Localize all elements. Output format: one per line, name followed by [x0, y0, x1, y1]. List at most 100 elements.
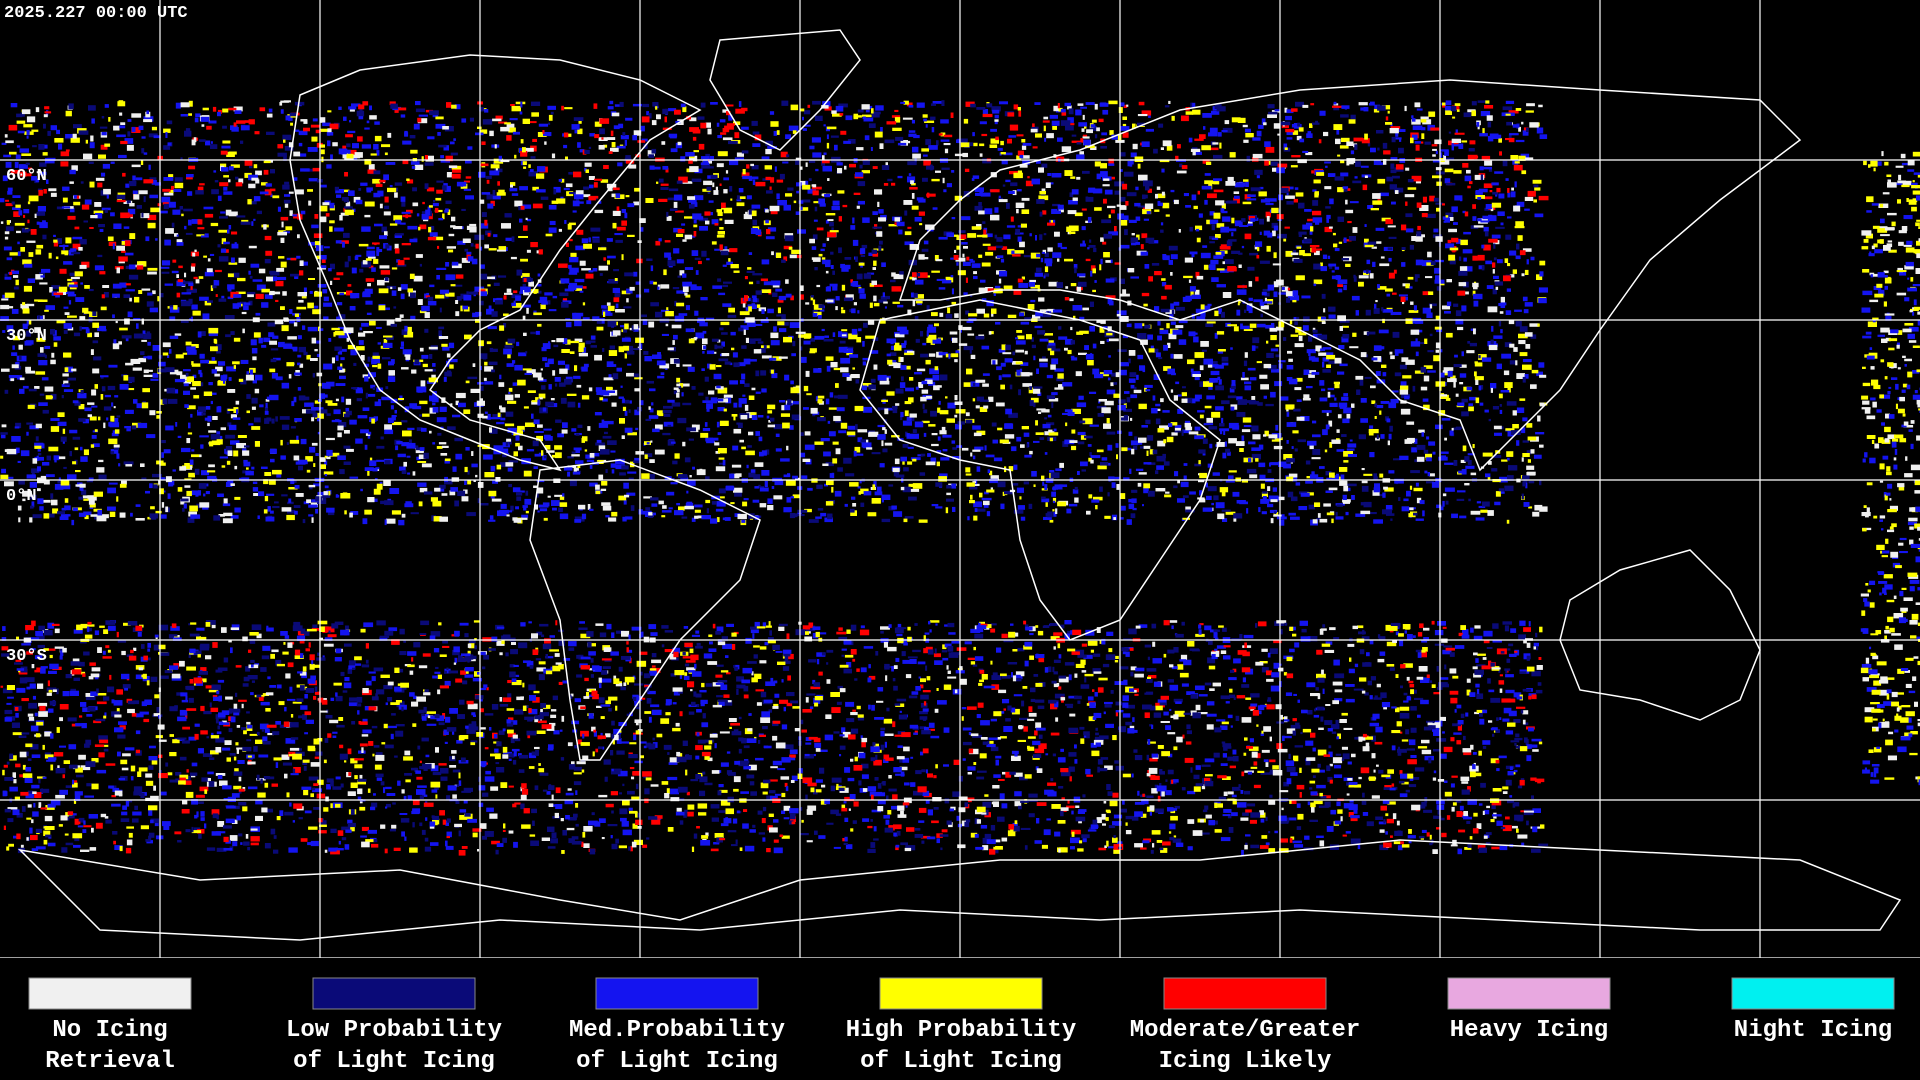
icing-pixel: [938, 352, 948, 356]
icing-pixel: [284, 194, 291, 197]
icing-pixel: [448, 359, 458, 363]
icing-pixel: [1094, 103, 1098, 110]
icing-pixel: [1273, 225, 1279, 231]
icing-pixel: [1, 298, 9, 301]
icing-pixel: [966, 482, 975, 487]
icing-pixel: [76, 195, 80, 199]
icing-pixel: [785, 293, 792, 298]
icing-pixel: [745, 450, 755, 456]
icing-pixel: [1508, 110, 1519, 114]
icing-pixel: [351, 267, 357, 274]
icing-pixel: [188, 100, 193, 107]
icing-pixel: [1392, 175, 1400, 179]
icing-pixel: [333, 277, 340, 280]
icing-pixel: [795, 157, 802, 161]
icing-pixel: [704, 211, 711, 216]
icing-pixel: [357, 387, 363, 391]
icing-pixel: [755, 290, 762, 295]
icing-pixel: [599, 128, 605, 135]
icing-pixel: [1431, 144, 1438, 147]
icing-pixel: [582, 302, 586, 306]
icing-pixel: [1216, 284, 1226, 288]
icing-pixel: [419, 414, 423, 417]
icing-pixel: [756, 280, 760, 284]
icing-pixel: [280, 261, 287, 268]
icing-pixel: [1178, 229, 1181, 233]
icing-pixel: [1377, 286, 1387, 290]
icing-pixel: [423, 491, 433, 495]
icing-pixel: [665, 323, 669, 327]
icing-pixel: [1175, 381, 1180, 385]
icing-pixel: [59, 268, 67, 274]
icing-pixel: [1285, 195, 1295, 199]
icing-pixel: [1286, 297, 1290, 303]
icing-pixel: [108, 241, 117, 246]
icing-pixel: [976, 396, 984, 402]
icing-pixel: [168, 174, 174, 178]
icing-pixel: [1522, 296, 1528, 302]
icing-pixel: [38, 189, 43, 196]
icing-pixel: [188, 422, 191, 429]
icing-pixel: [911, 183, 916, 186]
icing-pixel: [1273, 514, 1283, 517]
icing-pixel: [1508, 112, 1515, 116]
icing-pixel: [715, 451, 720, 454]
icing-pixel: [873, 295, 877, 302]
icing-pixel: [1337, 279, 1348, 285]
icing-pixel: [1064, 409, 1073, 413]
icing-pixel: [1136, 122, 1145, 126]
icing-pixel: [1429, 195, 1435, 202]
icing-pixel: [722, 284, 728, 288]
icing-pixel: [88, 316, 93, 323]
icing-pixel: [1458, 256, 1462, 261]
icing-pixel: [1032, 146, 1038, 149]
icing-pixel: [520, 150, 528, 157]
icing-pixel: [73, 124, 82, 129]
icing-pixel: [1389, 128, 1399, 134]
icing-pixel: [461, 183, 464, 187]
icing-pixel: [1411, 115, 1414, 119]
icing-pixel: [431, 374, 436, 378]
icing-pixel: [1247, 367, 1256, 371]
icing-pixel: [1331, 275, 1341, 280]
icing-pixel: [445, 274, 456, 281]
icing-pixel: [196, 234, 205, 237]
icing-pixel: [1483, 226, 1489, 232]
icing-pixel: [1411, 175, 1422, 182]
icing-pixel: [657, 286, 660, 290]
icing-pixel: [364, 201, 375, 207]
icing-pixel: [1285, 250, 1293, 257]
icing-pixel: [445, 262, 450, 267]
icing-pixel: [240, 221, 251, 225]
icing-pixel: [1, 142, 7, 145]
icing-pixel: [80, 446, 83, 451]
icing-pixel: [1264, 198, 1268, 203]
icing-pixel: [963, 292, 968, 295]
icing-pixel: [1236, 412, 1246, 417]
icing-pixel: [1184, 257, 1193, 263]
icing-pixel: [524, 287, 531, 293]
icing-pixel: [1057, 501, 1067, 507]
icing-pixel: [1163, 439, 1167, 444]
icing-pixel: [1170, 303, 1175, 310]
icing-pixel: [1151, 263, 1160, 266]
icing-pixel: [1236, 289, 1247, 295]
icing-pixel: [984, 208, 993, 215]
icing-pixel: [480, 385, 484, 391]
icing-pixel: [673, 227, 682, 233]
icing-pixel: [615, 303, 619, 309]
icing-pixel: [781, 314, 786, 320]
icing-pixel: [1126, 192, 1137, 197]
icing-pixel: [261, 182, 268, 186]
icing-pixel: [454, 500, 459, 507]
icing-pixel: [371, 357, 380, 364]
icing-pixel: [852, 281, 859, 287]
icing-pixel: [1415, 482, 1419, 487]
icing-pixel: [1455, 238, 1462, 244]
icing-pixel: [231, 231, 238, 235]
icing-pixel: [432, 202, 439, 207]
icing-pixel: [1339, 320, 1350, 323]
icing-pixel: [763, 281, 772, 286]
icing-pixel: [918, 254, 925, 260]
icing-pixel: [1324, 161, 1331, 164]
